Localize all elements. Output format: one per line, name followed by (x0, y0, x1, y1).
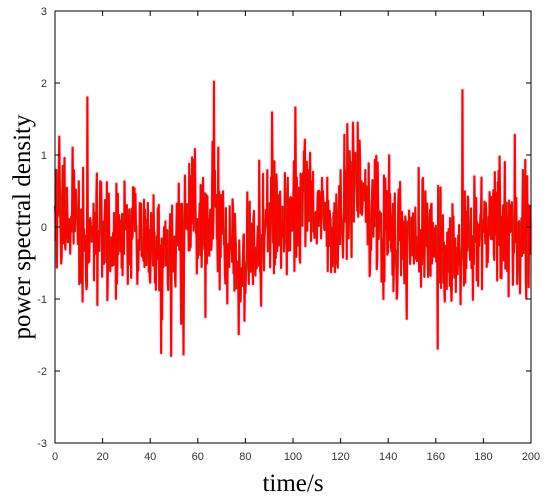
x-axis-title: time/s (262, 470, 323, 497)
x-tick-label: 80 (239, 451, 251, 463)
y-tick-label: 1 (41, 150, 47, 162)
x-tick-label: 60 (192, 451, 204, 463)
y-axis-title: power spectral density (9, 114, 36, 339)
x-axis-ticks: 0 20 40 60 80 100 120 140 160 180 200 (52, 11, 540, 463)
y-tick-label: -1 (37, 294, 47, 306)
series-layer (52, 79, 534, 359)
y-tick-label: 2 (41, 78, 47, 90)
x-tick-label: 200 (522, 451, 540, 463)
y-tick-label: -2 (37, 366, 47, 378)
x-tick-label: 100 (284, 451, 302, 463)
x-tick-label: 160 (427, 451, 445, 463)
x-tick-label: 20 (96, 451, 108, 463)
series-line (54, 80, 532, 357)
x-tick-label: 140 (379, 451, 397, 463)
y-tick-label: 0 (41, 222, 47, 234)
x-tick-label: 0 (52, 451, 58, 463)
x-tick-label: 40 (144, 451, 156, 463)
y-axis-ticks: -3 -2 -1 0 1 2 3 (37, 6, 531, 450)
y-tick-label: -3 (37, 438, 47, 450)
x-tick-label: 120 (331, 451, 349, 463)
x-tick-label: 180 (474, 451, 492, 463)
y-tick-label: 3 (41, 6, 47, 18)
